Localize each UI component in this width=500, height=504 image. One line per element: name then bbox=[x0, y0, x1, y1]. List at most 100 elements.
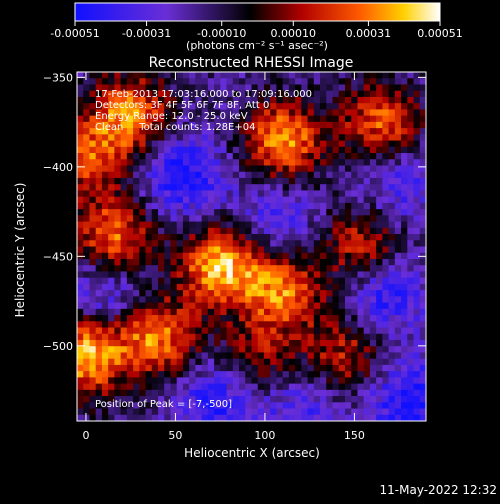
heatmap-cell bbox=[376, 352, 383, 360]
heatmap-cell bbox=[95, 308, 103, 316]
heatmap-cell bbox=[263, 246, 271, 254]
heatmap-cell bbox=[326, 377, 334, 385]
heatmap-cell bbox=[226, 402, 234, 410]
heatmap-cell bbox=[226, 371, 234, 378]
heatmap-cell bbox=[301, 215, 309, 223]
heatmap-cell bbox=[394, 296, 402, 304]
heatmap-cell bbox=[270, 414, 278, 421]
heatmap-cell bbox=[145, 153, 153, 160]
heatmap-cell bbox=[189, 402, 197, 410]
heatmap-cell bbox=[151, 184, 159, 192]
heatmap-cell bbox=[170, 171, 178, 179]
heatmap-cell bbox=[108, 358, 115, 366]
heatmap-cell bbox=[164, 277, 172, 285]
heatmap-cell bbox=[401, 96, 408, 104]
heatmap-cell bbox=[307, 290, 315, 297]
heatmap-cell bbox=[376, 364, 383, 372]
heatmap-cell bbox=[257, 221, 265, 229]
heatmap-cell bbox=[251, 308, 259, 316]
heatmap-cell bbox=[201, 327, 209, 335]
heatmap-cell bbox=[101, 103, 109, 110]
heatmap-cell bbox=[320, 103, 327, 110]
heatmap-cell bbox=[394, 408, 402, 416]
heatmap-cell bbox=[369, 252, 377, 260]
heatmap-cell bbox=[326, 339, 334, 347]
heatmap-cell bbox=[195, 258, 203, 266]
heatmap-cell bbox=[282, 115, 290, 123]
heatmap-cell bbox=[257, 209, 265, 216]
heatmap-cell bbox=[232, 215, 240, 223]
heatmap-cell bbox=[257, 128, 265, 135]
heatmap-cell bbox=[226, 115, 234, 123]
heatmap-cell bbox=[338, 115, 346, 123]
heatmap-cell bbox=[288, 78, 296, 86]
heatmap-cell bbox=[101, 383, 109, 391]
heatmap-cell bbox=[326, 146, 334, 154]
heatmap-cell bbox=[126, 258, 134, 266]
heatmap-cell bbox=[363, 202, 371, 210]
heatmap-cell bbox=[369, 358, 377, 366]
heatmap-cell bbox=[363, 258, 371, 266]
heatmap-cell bbox=[158, 128, 165, 135]
heatmap-cell bbox=[145, 308, 153, 316]
heatmap-cell bbox=[270, 277, 278, 285]
heatmap-cell bbox=[176, 271, 184, 279]
heatmap-cell bbox=[151, 96, 159, 104]
heatmap-cell bbox=[207, 389, 215, 397]
heatmap-cell bbox=[388, 115, 396, 123]
heatmap-cell bbox=[419, 90, 426, 98]
heatmap-cell bbox=[338, 165, 346, 173]
heatmap-cell bbox=[251, 84, 259, 92]
heatmap-cell bbox=[382, 177, 390, 185]
heatmap-cell bbox=[126, 389, 134, 397]
heatmap-cell bbox=[170, 78, 178, 86]
heatmap-cell bbox=[332, 103, 340, 110]
heatmap-cell bbox=[332, 196, 340, 204]
heatmap-cell bbox=[195, 358, 203, 366]
heatmap-cell bbox=[326, 246, 334, 254]
heatmap-cell bbox=[120, 171, 128, 179]
heatmap-cell bbox=[295, 103, 302, 110]
heatmap-cell bbox=[77, 321, 84, 329]
heatmap-cell bbox=[394, 377, 402, 385]
heatmap-cell bbox=[245, 252, 253, 260]
heatmap-cell bbox=[133, 90, 140, 98]
heatmap-cell bbox=[263, 128, 271, 135]
heatmap-cell bbox=[263, 308, 271, 316]
heatmap-cell bbox=[320, 84, 327, 92]
heatmap-cell bbox=[313, 308, 321, 316]
heatmap-cell bbox=[326, 96, 334, 104]
heatmap-cell bbox=[170, 389, 178, 397]
heatmap-cell bbox=[419, 109, 426, 117]
heatmap-cell bbox=[419, 202, 426, 210]
heatmap-cell bbox=[320, 352, 327, 360]
heatmap-cell bbox=[239, 283, 246, 291]
heatmap-cell bbox=[351, 165, 359, 173]
heatmap-cell bbox=[382, 346, 390, 354]
heatmap-cell bbox=[263, 234, 271, 241]
heatmap-cell bbox=[357, 234, 365, 241]
heatmap-cell bbox=[301, 315, 309, 322]
heatmap-cell bbox=[164, 184, 172, 192]
heatmap-cell bbox=[332, 377, 340, 385]
heatmap-cell bbox=[313, 402, 321, 410]
heatmap-cell bbox=[151, 327, 159, 335]
heatmap-cell bbox=[338, 128, 346, 135]
heatmap-cell bbox=[276, 371, 284, 378]
heatmap-cell bbox=[388, 389, 396, 397]
heatmap-cell bbox=[120, 315, 128, 322]
heatmap-cell bbox=[77, 333, 84, 341]
heatmap-cell bbox=[394, 283, 402, 291]
heatmap-cell bbox=[126, 377, 134, 385]
heatmap-cell bbox=[369, 90, 377, 98]
heatmap-cell bbox=[182, 165, 190, 173]
heatmap-cell bbox=[77, 364, 84, 372]
heatmap-cell bbox=[133, 277, 140, 285]
heatmap-cell bbox=[95, 234, 103, 241]
heatmap-cell bbox=[207, 134, 215, 142]
heatmap-cell bbox=[195, 109, 203, 117]
heatmap-cell bbox=[351, 296, 359, 304]
heatmap-cell bbox=[357, 308, 365, 316]
heatmap-cell bbox=[326, 72, 334, 79]
heatmap-cell bbox=[145, 364, 153, 372]
